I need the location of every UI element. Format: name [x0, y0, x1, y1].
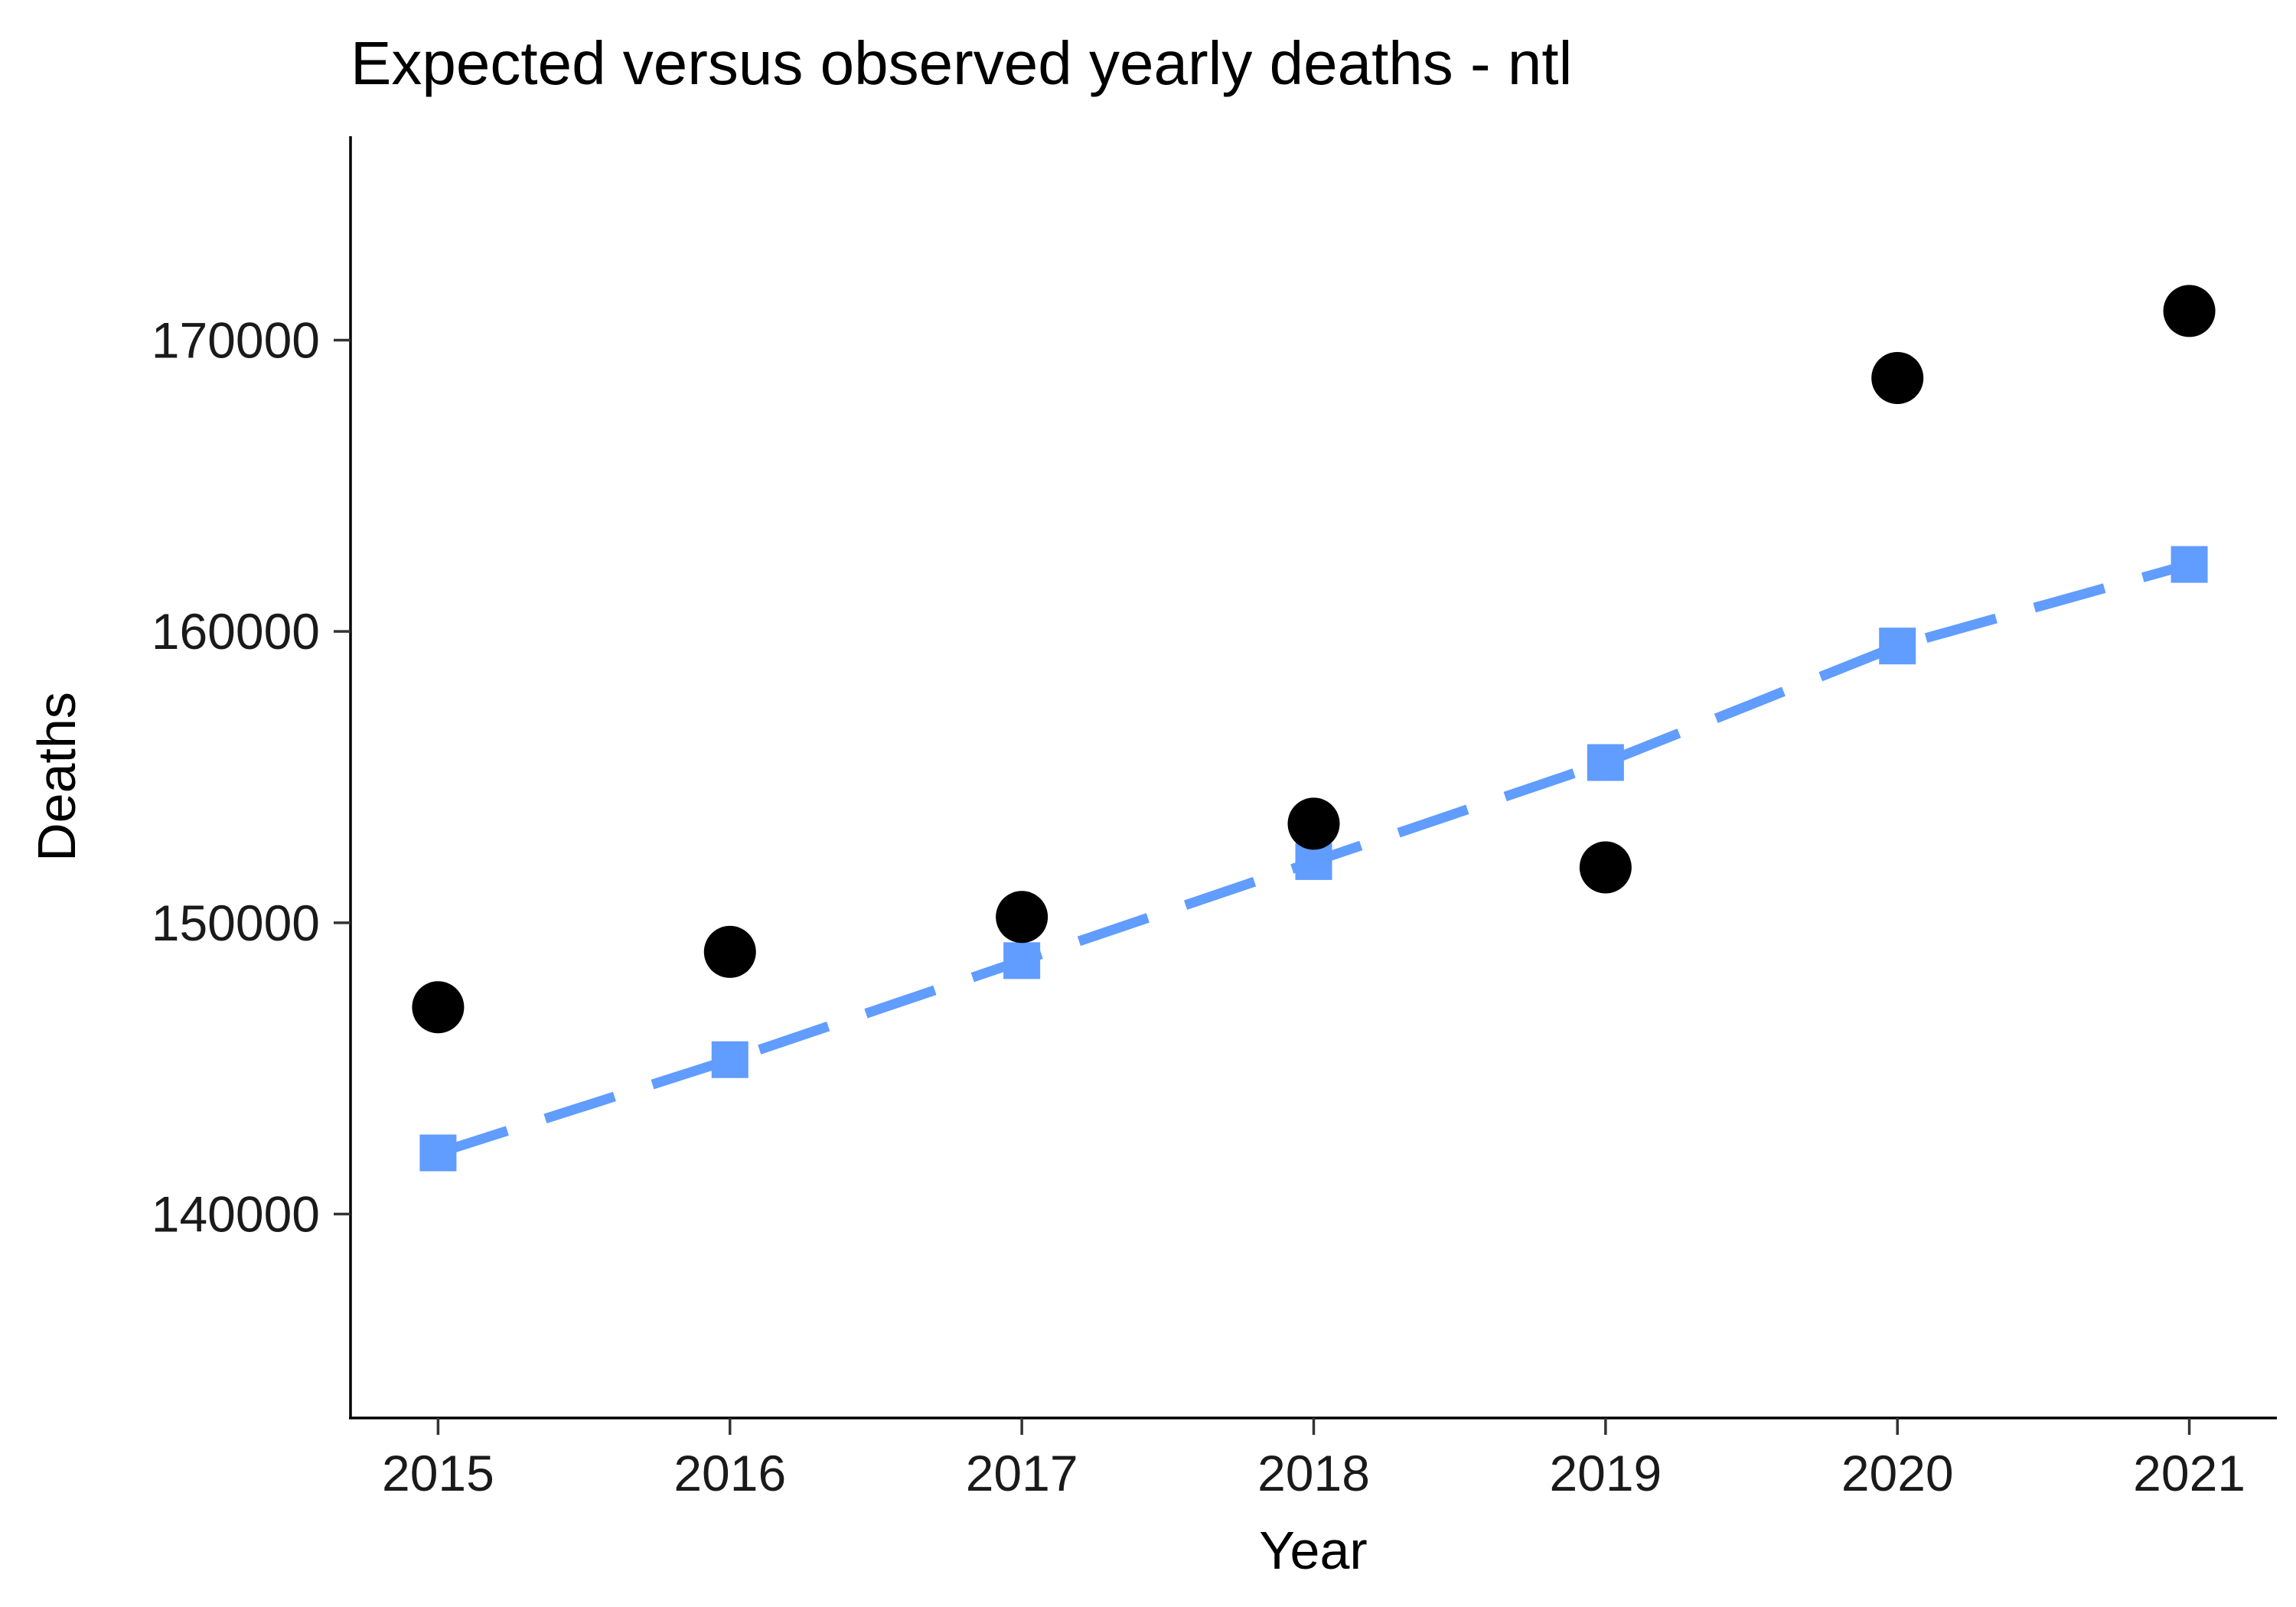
observed-point [2163, 285, 2216, 337]
y-tick-label: 160000 [152, 603, 320, 660]
x-axis-title: Year [1259, 1521, 1367, 1580]
x-tick-label: 2019 [1549, 1445, 1662, 1501]
observed-point [1871, 351, 1924, 404]
y-tick-label: 150000 [152, 895, 320, 951]
x-tick-label: 2020 [1841, 1445, 1954, 1501]
x-tick-label: 2017 [966, 1445, 1078, 1501]
expected-point [1879, 627, 1916, 665]
x-tick-label: 2016 [673, 1445, 786, 1501]
observed-series [412, 285, 2216, 1034]
observed-point [1579, 841, 1632, 894]
x-tick-label: 2015 [382, 1445, 494, 1501]
expected-point [2170, 546, 2208, 583]
observed-point [1287, 797, 1340, 850]
x-tick-label: 2018 [1257, 1445, 1370, 1501]
observed-point [996, 891, 1049, 944]
expected-point [419, 1134, 457, 1172]
y-axis-ticks: 140000 150000 160000 170000 [152, 311, 351, 1243]
expected-point [711, 1041, 748, 1078]
observed-point [703, 925, 756, 978]
y-tick-label: 140000 [152, 1186, 320, 1243]
x-tick-label: 2021 [2133, 1445, 2245, 1501]
observed-point [412, 981, 465, 1034]
expected-point [1003, 942, 1041, 980]
y-axis-title: Deaths [27, 692, 86, 862]
y-tick-label: 170000 [152, 311, 320, 368]
expected-series [419, 546, 2208, 1172]
expected-point [1587, 744, 1624, 781]
chart-title: Expected versus observed yearly deaths -… [351, 29, 1572, 97]
x-axis-ticks: 2015 2016 2017 2018 2019 2020 2021 [382, 1418, 2245, 1501]
